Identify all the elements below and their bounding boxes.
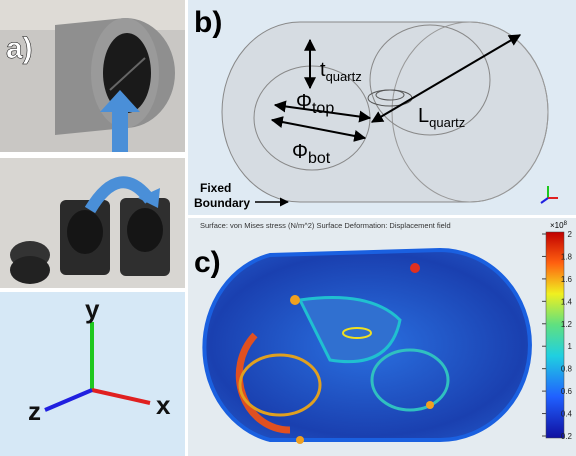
- tick-label: 0.6: [561, 387, 573, 396]
- fixed-boundary-label: Boundary: [194, 196, 250, 210]
- subscript: bot: [308, 150, 331, 167]
- axis-label: y: [85, 294, 100, 324]
- tick-label: 0.8: [561, 365, 573, 374]
- multiplier: ×10: [550, 221, 564, 230]
- axis-label: z: [28, 396, 41, 426]
- fixed-boundary-label: Fixed: [200, 181, 231, 195]
- subscript: quartz: [429, 115, 465, 130]
- subscript: top: [312, 100, 334, 117]
- panel-label: b): [194, 6, 222, 39]
- axes-panel: y z x: [0, 292, 185, 456]
- panel-b: [188, 0, 576, 215]
- tick-label: 0.2: [561, 432, 573, 441]
- photo-assembled: [0, 0, 185, 152]
- subscript: quartz: [326, 69, 362, 84]
- plot-caption: Surface: von Mises stress (N/m^2) Surfac…: [200, 221, 451, 230]
- tick-label: 1.4: [561, 297, 573, 306]
- panel-label: c): [194, 246, 221, 279]
- photo-parts: [0, 158, 185, 288]
- symbol: L: [418, 105, 429, 127]
- tick-label: 0.4: [561, 410, 573, 419]
- tick-label: 1.6: [561, 275, 573, 284]
- axis-label: x: [156, 390, 171, 420]
- colorbar: [546, 232, 564, 438]
- figure: a) y z x b) tquartz Φtop Φbot Lquartz Fi…: [0, 0, 576, 456]
- tick-label: 1: [568, 342, 573, 351]
- panel-c: [188, 218, 576, 456]
- tick-label: 1.8: [561, 252, 573, 261]
- tick-label: 1.2: [561, 320, 573, 329]
- symbol: Φ: [296, 91, 312, 113]
- panel-label: a): [6, 32, 33, 65]
- page: {"panel_a":{"label":"a)","axes":{"y":"y"…: [0, 0, 576, 456]
- symbol: Φ: [292, 141, 308, 163]
- tick-label: 2: [568, 230, 573, 239]
